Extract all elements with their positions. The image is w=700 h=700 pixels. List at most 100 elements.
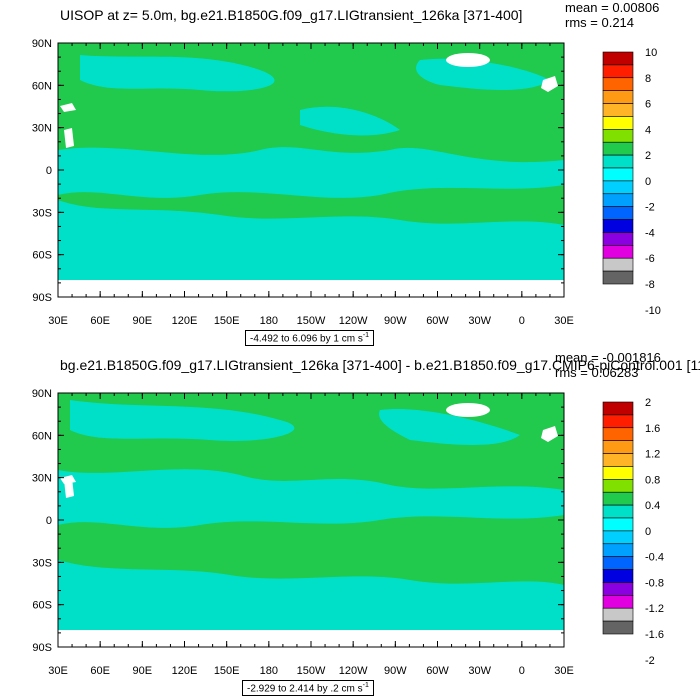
panel2-cyan-regions	[58, 400, 564, 630]
colorbar-swatch	[602, 427, 634, 441]
lon-tick-label: 120W	[339, 315, 368, 327]
lat-tick-label: 90S	[32, 292, 52, 304]
lon-tick-label: 150E	[214, 315, 240, 327]
lon-tick-label: 60W	[426, 315, 449, 327]
lon-tick-label: 150E	[214, 665, 240, 677]
panel2-axes: 90N 60N 30N 0 30S 60S 90S 30E 60E 90E 120E 150E 180 1…	[32, 388, 574, 677]
colorbar-label: 0.4	[645, 500, 660, 512]
panel1-land-patch-2	[64, 128, 74, 148]
lon-tick-label: 180	[260, 315, 278, 327]
colorbar-swatch	[602, 414, 634, 429]
lon-tick-label: 30E	[554, 665, 574, 677]
colorbar-swatch	[602, 257, 634, 272]
panel1-mean: mean = 0.00806	[565, 0, 660, 15]
panel1-land-patch-1	[60, 103, 76, 112]
panel2-land-greenland	[446, 403, 490, 417]
panel1-axes: 90N 60N 30N 0 30S 60S 90S 30E 60E 90E 120E 150E 180 1…	[32, 38, 574, 327]
panel1-colorbar: 10 8 6 4 2 0 -2 -4 -6 -8 -10	[602, 47, 661, 317]
colorbar-swatch	[602, 232, 634, 246]
colorbar-swatch	[602, 479, 634, 493]
colorbar-label: 1.2	[645, 449, 660, 461]
colorbar-label: 2	[645, 150, 651, 162]
lon-tick-label: 150W	[297, 665, 326, 677]
lon-tick-label: 120E	[172, 665, 198, 677]
colorbar-swatch	[602, 154, 634, 169]
colorbar-label: 8	[645, 73, 651, 85]
lat-tick-label: 30S	[32, 207, 52, 219]
colorbar-swatch	[602, 270, 634, 285]
panel2-range-box: -2.929 to 2.414 by .2 cm s-1	[242, 680, 374, 697]
colorbar-label: -4	[645, 227, 655, 239]
colorbar-swatch	[602, 569, 634, 583]
colorbar-label: -10	[645, 305, 661, 317]
colorbar-swatch	[602, 141, 634, 156]
panel2-range: -2.929 to 2.414 by .2 cm s	[247, 683, 363, 695]
lat-tick-label: 90S	[32, 642, 52, 654]
colorbar-label: -8	[645, 279, 655, 291]
colorbar-swatch	[602, 77, 634, 91]
lat-tick-label: 60S	[32, 250, 52, 262]
lat-tick-label: 60N	[32, 80, 52, 92]
lon-tick-label: 30W	[468, 665, 491, 677]
panel1-range-box: -4.492 to 6.096 by 1 cm s-1	[245, 330, 375, 347]
colorbar-swatch	[602, 582, 634, 596]
lon-tick-label: 60E	[90, 315, 110, 327]
lon-tick-label: 180	[260, 665, 278, 677]
colorbar-label: -0.8	[645, 577, 664, 589]
lon-tick-label: 90W	[384, 315, 407, 327]
colorbar-label: 1.6	[645, 423, 660, 435]
panel1-rms: rms = 0.214	[565, 15, 635, 30]
colorbar-label: -1.6	[645, 629, 664, 641]
lat-tick-label: 30S	[32, 557, 52, 569]
colorbar-swatch	[602, 116, 634, 130]
colorbar-swatch	[602, 193, 634, 207]
colorbar-label: -1.2	[645, 603, 664, 615]
panel2-mean: mean = -0.001816	[555, 350, 661, 365]
colorbar-swatch	[602, 103, 634, 117]
colorbar-swatch	[602, 543, 634, 557]
colorbar-swatch	[602, 620, 634, 635]
lon-tick-label: 60E	[90, 665, 110, 677]
colorbar-swatch	[602, 129, 634, 143]
colorbar-swatch	[602, 64, 634, 79]
colorbar-swatch	[602, 90, 634, 104]
panel1-range: -4.492 to 6.096 by 1 cm s	[250, 333, 363, 345]
lon-tick-label: 0	[519, 665, 525, 677]
lon-tick-label: 30E	[48, 315, 68, 327]
colorbar-label: 0	[645, 526, 651, 538]
lon-tick-label: 30E	[48, 665, 68, 677]
colorbar-swatch	[602, 167, 634, 182]
lon-tick-label: 90E	[133, 315, 153, 327]
colorbar-swatch	[602, 206, 634, 220]
colorbar-swatch	[602, 530, 634, 545]
lon-tick-label: 30W	[468, 315, 491, 327]
lat-tick-label: 0	[46, 515, 52, 527]
panel1-land-greenland	[446, 53, 490, 67]
colorbar-label: 6	[645, 99, 651, 111]
colorbar-swatch	[602, 517, 634, 532]
colorbar-swatch	[602, 440, 634, 454]
colorbar-swatch	[602, 595, 634, 609]
panel1-map	[57, 42, 565, 298]
panel2-land-scandinavia	[541, 426, 558, 442]
lat-tick-label: 30N	[32, 473, 52, 485]
colorbar-label: 10	[645, 47, 657, 59]
colorbar-swatch	[602, 504, 634, 519]
colorbar-label: 2	[645, 397, 651, 409]
panel1-cyan-regions	[58, 55, 564, 280]
lon-tick-label: 120E	[172, 315, 198, 327]
lon-tick-label: 90W	[384, 665, 407, 677]
colorbar-label: 4	[645, 124, 651, 136]
panel2-colorbar: 2 1.6 1.2 0.8 0.4 0 -0.4 -0.8 -1.2 -1.6 -2	[602, 397, 664, 667]
colorbar-label: 0.8	[645, 474, 660, 486]
lon-tick-label: 0	[519, 315, 525, 327]
colorbar-swatch	[602, 453, 634, 467]
lon-tick-label: 30E	[554, 315, 574, 327]
panel1-title: UISOP at z= 5.0m, bg.e21.B1850G.f09_g17.…	[60, 7, 523, 23]
colorbar-swatch	[602, 51, 634, 66]
colorbar-swatch	[602, 180, 634, 195]
lon-tick-label: 120W	[339, 665, 368, 677]
panel2-range-exp: -1	[362, 682, 369, 689]
colorbar-swatch	[602, 466, 634, 480]
lon-tick-label: 150W	[297, 315, 326, 327]
